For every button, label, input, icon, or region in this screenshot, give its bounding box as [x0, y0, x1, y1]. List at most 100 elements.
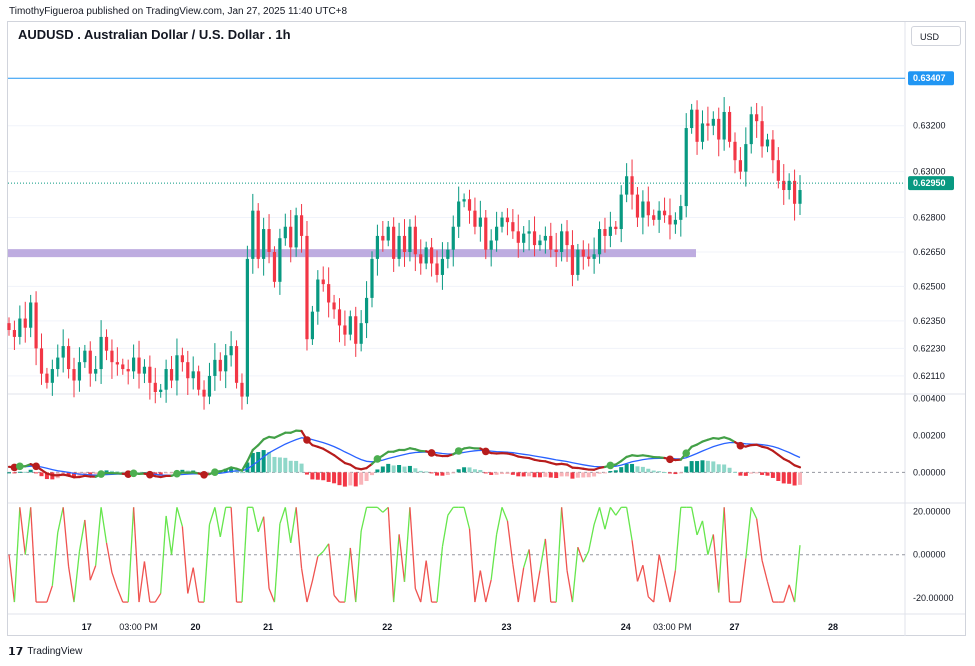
histogram-bar: [548, 472, 553, 478]
histogram-bar: [667, 472, 672, 474]
candle-body: [787, 180, 791, 191]
price-tick-label: 0.62110: [913, 371, 945, 381]
trend-line-segment: [788, 460, 796, 467]
candle-body: [440, 258, 445, 275]
x-tick-label: 27: [730, 622, 740, 632]
histogram-bar: [424, 471, 429, 473]
candle-body: [56, 357, 60, 370]
momentum-line-segment: [89, 565, 97, 581]
histogram-bar: [732, 471, 737, 473]
histogram-bar: [695, 461, 700, 473]
crossover-dot: [200, 470, 208, 479]
momentum-line-segment: [528, 549, 536, 603]
candle-body: [115, 362, 119, 365]
x-tick-label: 03:00 PM: [653, 622, 692, 632]
candle-body: [327, 284, 331, 303]
momentum-line-segment: [57, 507, 64, 533]
histogram-bar: [288, 460, 293, 473]
candle-body: [679, 206, 683, 220]
momentum-line-segment: [62, 507, 70, 567]
histogram-bar: [277, 457, 282, 473]
momentum-line-segment: [273, 523, 281, 603]
momentum-line-segment: [691, 507, 698, 536]
candle-body: [706, 123, 710, 126]
momentum-line-segment: [544, 538, 552, 603]
histogram-bar: [391, 465, 396, 473]
histogram-bar: [537, 472, 542, 478]
candle-body: [711, 118, 715, 126]
x-tick-label: 24: [621, 622, 631, 632]
histogram-bar: [489, 472, 494, 475]
momentum-line-segment: [625, 507, 633, 541]
candle-body: [500, 217, 504, 227]
histogram-bar: [272, 456, 277, 473]
candle-body: [218, 359, 222, 372]
candle-body: [66, 346, 71, 370]
candle-body: [576, 249, 580, 275]
candle-body: [180, 355, 184, 363]
histogram-bar: [597, 472, 602, 474]
candle-body: [592, 254, 596, 259]
momentum-line-segment: [382, 506, 389, 513]
histogram-bar: [619, 467, 624, 473]
histogram-bar: [315, 472, 320, 480]
histogram-bar: [353, 472, 358, 487]
momentum-line-segment: [674, 507, 682, 571]
momentum-line-segment: [588, 524, 595, 552]
candle-body: [695, 109, 699, 142]
trend-line-segment: [257, 438, 265, 447]
histogram-bar: [66, 472, 71, 477]
trend-line-segment: [332, 454, 341, 461]
crossover-dot: [606, 461, 615, 470]
x-tick-label: 21: [263, 622, 273, 632]
crossover-dot: [454, 447, 463, 455]
histogram-bar: [82, 472, 87, 475]
trend-line-segment: [251, 444, 260, 452]
crossover-dot: [666, 455, 674, 464]
momentum-line-segment: [192, 567, 200, 603]
histogram-bar: [321, 472, 326, 481]
momentum-line-segment: [533, 570, 541, 603]
candle-body: [717, 118, 721, 140]
trend-line-segment: [771, 449, 780, 456]
momentum-line-segment: [793, 545, 801, 603]
momentum-line-segment: [284, 507, 292, 543]
momentum-line-segment: [653, 554, 660, 603]
momentum-line-segment: [474, 570, 481, 603]
histogram-bar: [239, 472, 244, 474]
symbol-title: AUDUSD . Australian Dollar / U.S. Dollar…: [18, 27, 291, 42]
histogram-bar: [456, 469, 461, 473]
candle-body: [581, 249, 585, 257]
candle-body: [23, 318, 27, 328]
x-tick-label: 22: [382, 622, 392, 632]
candle-body: [462, 199, 466, 202]
momentum-line-segment: [344, 547, 351, 603]
crossover-dot: [373, 455, 382, 463]
histogram-bar: [88, 472, 93, 475]
currency-button[interactable]: USD: [911, 26, 961, 46]
candle-body: [451, 226, 455, 250]
histogram-bar: [608, 470, 613, 473]
momentum-line-segment: [95, 507, 102, 566]
momentum-line-segment: [46, 585, 53, 603]
candle-body: [608, 226, 612, 236]
x-tick-label: 03:00 PM: [119, 622, 158, 632]
candle-body: [121, 364, 125, 370]
momentum-line-segment: [143, 561, 151, 603]
momentum-line-segment: [208, 507, 216, 525]
resistance-price-label: 0.63407: [913, 73, 946, 83]
price-tick-label: 0.62650: [913, 247, 946, 257]
momentum-line-segment: [712, 534, 720, 593]
histogram-bar: [267, 452, 272, 473]
candle-body: [549, 235, 553, 250]
histogram-bar: [738, 472, 743, 476]
histogram-bar: [12, 472, 17, 474]
histogram-bar: [397, 465, 402, 473]
trend-line-segment: [777, 453, 785, 461]
candle-body: [782, 180, 786, 191]
candle-body: [234, 346, 239, 383]
histogram-bar: [153, 472, 158, 475]
momentum-line-segment: [560, 507, 568, 571]
candle-body: [429, 247, 434, 264]
